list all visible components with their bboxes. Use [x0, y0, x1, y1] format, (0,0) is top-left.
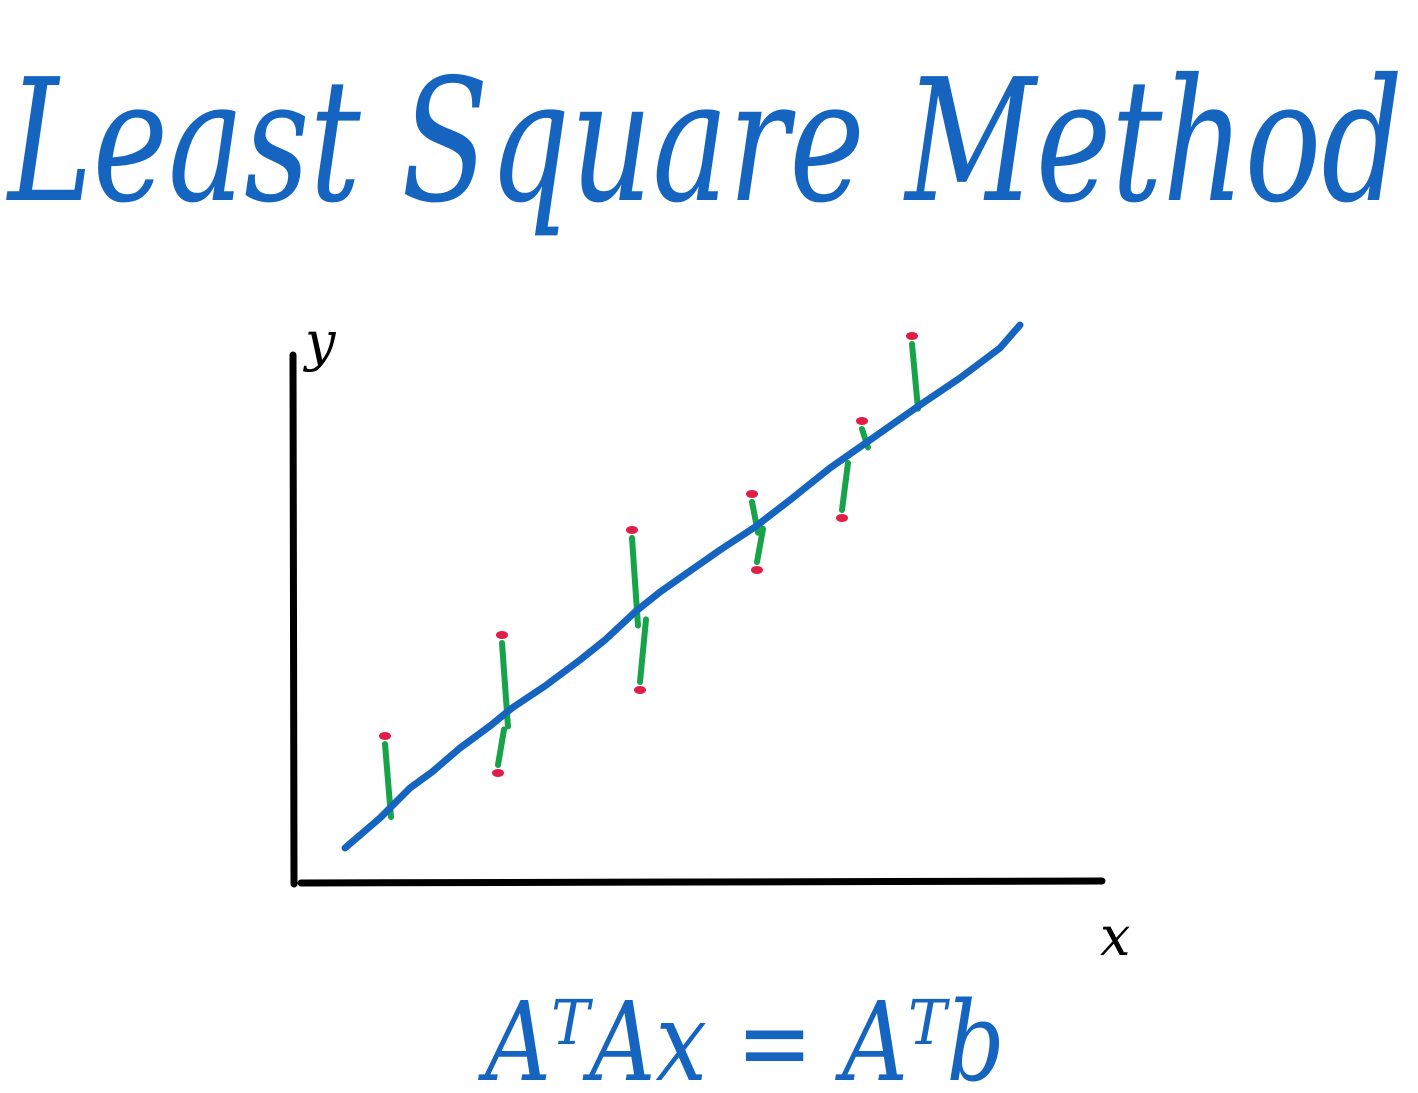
- data-point: [496, 631, 508, 639]
- residual: [637, 616, 649, 685]
- data-point: [856, 417, 868, 425]
- residuals: [379, 332, 921, 821]
- equation: AᵀAx = Aᵀb: [478, 978, 1005, 1093]
- data-point: [634, 686, 646, 694]
- y-axis: [289, 351, 298, 888]
- title: Least Square Method: [6, 43, 1403, 241]
- residual: [754, 525, 766, 565]
- data-point: [836, 514, 848, 522]
- x-axis-label: x: [1100, 905, 1130, 968]
- data-point: [751, 566, 763, 574]
- axes: [289, 351, 1106, 888]
- residual: [839, 459, 851, 513]
- fit-line: [341, 321, 1024, 852]
- data-point: [906, 332, 918, 340]
- data-point: [626, 526, 638, 534]
- x-axis: [297, 877, 1106, 887]
- y-axis-label: y: [303, 310, 337, 373]
- data-point: [492, 769, 504, 777]
- data-point: [379, 732, 391, 740]
- residual: [909, 341, 921, 412]
- data-point: [746, 490, 758, 498]
- residual: [495, 726, 507, 768]
